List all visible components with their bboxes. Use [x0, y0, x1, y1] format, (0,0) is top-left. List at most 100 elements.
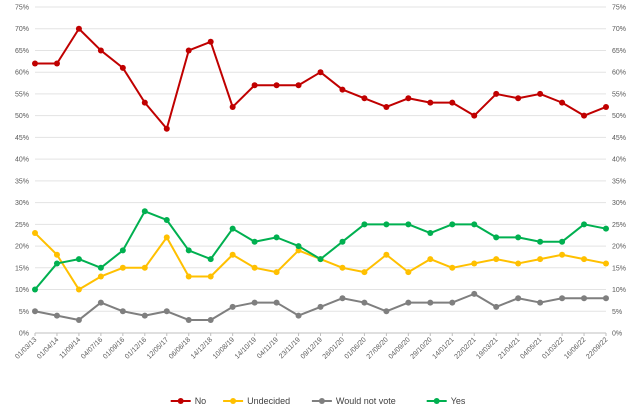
x-tick-label: 10/08/19 — [212, 336, 236, 360]
data-point-yes — [119, 247, 126, 254]
y-tick-label-left: 75% — [15, 5, 29, 12]
data-point-no — [427, 99, 434, 106]
y-tick-label-right: 5% — [612, 309, 622, 316]
data-point-undecided — [515, 260, 522, 267]
data-point-would-not-vote — [361, 299, 368, 306]
data-point-undecided — [163, 234, 170, 241]
x-tick-label: 22/09/22 — [585, 336, 609, 360]
x-tick-label: 21/04/21 — [497, 336, 521, 360]
data-point-yes — [229, 225, 236, 232]
series-would-not-vote — [32, 290, 609, 323]
data-point-undecided — [53, 251, 60, 258]
x-tick-label: 14/12/18 — [190, 336, 214, 360]
x-tick-label: 04/09/20 — [388, 336, 412, 360]
y-tick-label-left: 25% — [15, 222, 29, 229]
data-point-yes — [581, 221, 588, 228]
y-tick-label-right: 75% — [612, 5, 626, 12]
y-tick-label-left: 30% — [15, 200, 29, 207]
x-tick-label: 01/06/20 — [344, 336, 368, 360]
x-tick-label: 01/04/14 — [36, 336, 60, 360]
y-tick-label-right: 50% — [612, 113, 626, 120]
data-point-no — [53, 60, 60, 67]
y-tick-label-right: 10% — [612, 287, 626, 294]
data-point-yes — [185, 247, 192, 254]
data-point-would-not-vote — [603, 295, 609, 302]
data-point-would-not-vote — [185, 316, 192, 323]
data-point-no — [339, 86, 346, 93]
data-point-undecided — [581, 256, 588, 263]
data-point-undecided — [141, 264, 148, 271]
x-axis: 01/03/1301/04/1411/09/1404/07/1601/09/16… — [14, 333, 609, 361]
data-point-yes — [163, 216, 170, 223]
data-point-yes — [383, 221, 390, 228]
x-tick-label: 11/09/14 — [58, 336, 82, 360]
data-point-yes — [493, 234, 500, 241]
x-tick-label: 14/10/19 — [234, 336, 258, 360]
x-tick-label: 29/10/20 — [410, 336, 434, 360]
data-point-no — [471, 112, 478, 119]
data-point-no — [317, 69, 324, 76]
legend-marker — [177, 398, 184, 404]
data-point-undecided — [295, 247, 302, 254]
data-point-yes — [273, 234, 280, 241]
data-point-would-not-vote — [295, 312, 302, 319]
y-tick-label-left: 20% — [15, 244, 29, 251]
data-point-yes — [405, 221, 412, 228]
data-point-no — [229, 103, 236, 110]
legend-item-undecided: Undecided — [223, 396, 290, 406]
legend-label: Would not vote — [336, 396, 396, 406]
data-point-undecided — [361, 269, 368, 276]
data-point-would-not-vote — [515, 295, 522, 302]
data-point-no — [251, 82, 258, 89]
data-point-no — [207, 38, 214, 45]
x-tick-label: 12/05/17 — [146, 336, 170, 360]
y-tick-label-left: 5% — [19, 309, 29, 316]
x-tick-label: 26/01/20 — [322, 336, 346, 360]
data-point-would-not-vote — [229, 303, 236, 310]
y-tick-label-right: 0% — [612, 331, 622, 338]
data-point-would-not-vote — [471, 290, 478, 297]
y-tick-label-left: 50% — [15, 113, 29, 120]
data-point-would-not-vote — [537, 299, 544, 306]
y-tick-label-left: 65% — [15, 48, 29, 55]
data-point-would-not-vote — [97, 299, 104, 306]
data-point-no — [581, 112, 588, 119]
y-tick-label-left: 40% — [15, 157, 29, 164]
y-tick-label-left: 70% — [15, 26, 29, 33]
data-point-yes — [32, 286, 38, 293]
legend-item-yes: Yes — [426, 396, 466, 406]
y-tick-label-left: 35% — [15, 178, 29, 185]
data-point-would-not-vote — [141, 312, 148, 319]
data-point-would-not-vote — [119, 308, 126, 315]
data-point-undecided — [32, 230, 38, 237]
legend-marker — [433, 398, 440, 404]
data-point-undecided — [449, 264, 456, 271]
x-tick-label: 04/05/21 — [519, 336, 543, 360]
y-tick-label-right: 25% — [612, 222, 626, 229]
x-tick-label: 27/08/20 — [366, 336, 390, 360]
x-tick-label: 01/09/16 — [102, 336, 126, 360]
data-point-would-not-vote — [75, 316, 82, 323]
data-point-yes — [603, 225, 609, 232]
data-point-would-not-vote — [581, 295, 588, 302]
x-tick-label: 01/03/13 — [14, 336, 38, 360]
y-tick-label-right: 70% — [612, 26, 626, 33]
data-point-would-not-vote — [339, 295, 346, 302]
data-point-yes — [361, 221, 368, 228]
x-tick-label: 14/01/21 — [431, 336, 455, 360]
x-tick-label: 16/06/22 — [563, 336, 587, 360]
data-point-yes — [75, 256, 82, 263]
data-point-would-not-vote — [163, 308, 170, 315]
legend-label: Yes — [451, 396, 466, 406]
y-tick-label-right: 60% — [612, 70, 626, 77]
series-lines — [32, 25, 609, 323]
data-point-undecided — [251, 264, 258, 271]
data-point-undecided — [229, 251, 236, 258]
legend-item-no: No — [170, 396, 206, 406]
y-tick-label-right: 40% — [612, 157, 626, 164]
data-point-no — [119, 64, 126, 71]
x-tick-label: 19/03/21 — [475, 336, 499, 360]
data-point-yes — [207, 256, 214, 263]
